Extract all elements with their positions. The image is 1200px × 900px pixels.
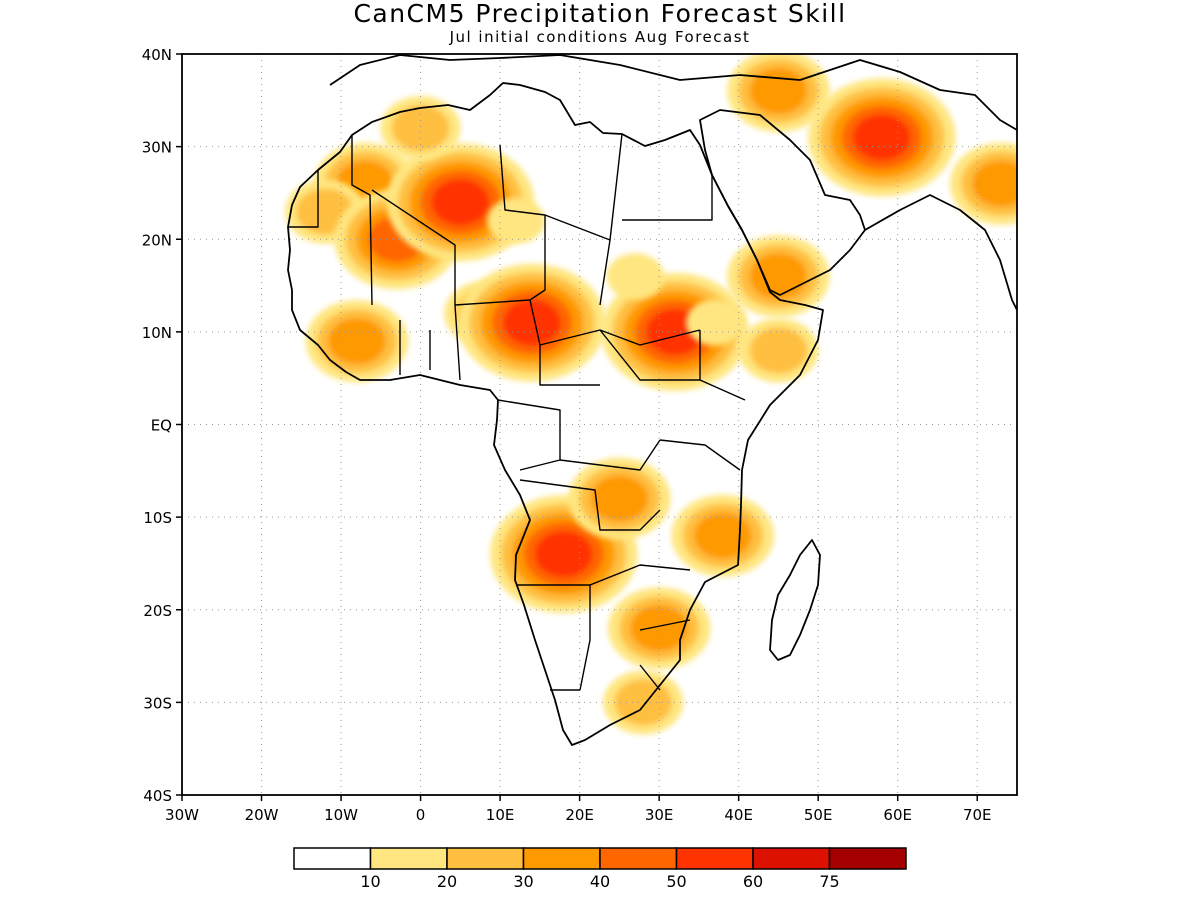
skill-region-tanzania-mozambique [671, 494, 775, 577]
colorbar-tick-label: 75 [819, 872, 839, 891]
lon-tick-label: 40E [724, 806, 753, 824]
madagascar-coastline [769, 539, 821, 661]
skill-contour-level-1 [487, 197, 545, 244]
latitude-labels: 40N 30N 20N 10N EQ 10S 20S 30S 40S [142, 46, 172, 805]
lat-tick-label: 10S [143, 509, 172, 527]
skill-region-zimbabwe [607, 587, 711, 670]
skill-contour-level-3 [328, 318, 386, 365]
colorbar-tick-label: 60 [743, 872, 763, 891]
lon-tick-label: 10W [324, 806, 358, 824]
colorbar-tick-label: 10 [360, 872, 380, 891]
colorbar-swatch [828, 847, 907, 870]
skill-shading-layer [285, 54, 1017, 735]
skill-contour-level-5 [853, 114, 911, 161]
country-borders [288, 133, 746, 691]
colorbar: 10 20 30 40 50 60 75 [293, 847, 907, 891]
skill-region-zambia [568, 457, 671, 540]
asia-coastline [864, 194, 1017, 311]
europe-coastline [329, 54, 1017, 131]
lon-tick-label: 60E [883, 806, 912, 824]
skill-region-mediterranean-east [727, 54, 830, 133]
skill-contour-level-3 [749, 68, 808, 115]
coastlines [287, 54, 1017, 746]
colorbar-tick-label: 20 [437, 872, 457, 891]
africa-coastline [287, 82, 824, 746]
skill-contour-level-3 [630, 605, 688, 652]
lon-tick-label: 70E [963, 806, 992, 824]
colorbar-swatch [293, 847, 372, 870]
skill-contour-level-5 [431, 179, 490, 226]
skill-contour-level-1 [606, 253, 665, 300]
skill-region-chad-lake [458, 263, 606, 382]
skill-region-west-africa-coast [305, 300, 409, 383]
lat-tick-label: 40S [143, 787, 172, 805]
skill-contour-level-3 [590, 475, 649, 522]
longitude-labels: 30W 20W 10W 0 10E 20E 30E 40E 50E 60E 70E [165, 806, 991, 824]
lat-tick-label: 40N [142, 46, 172, 64]
skill-region-ethiopia [686, 299, 744, 346]
skill-contour-level-2 [391, 105, 450, 152]
lon-tick-label: 20W [245, 806, 279, 824]
lat-tick-label: EQ [151, 417, 172, 435]
lat-tick-label: 20S [143, 602, 172, 620]
chart-title: CanCM5 Precipitation Forecast Skill [353, 0, 847, 28]
grid-lines [176, 53, 1017, 801]
chart-subtitle: Jul initial conditions Aug Forecast [449, 28, 751, 46]
colorbar-tick-label: 30 [513, 872, 533, 891]
skill-contour-level-5 [534, 531, 593, 578]
skill-region-sudan-north [606, 253, 665, 300]
lon-tick-label: 10E [486, 806, 515, 824]
lon-tick-label: 50E [804, 806, 833, 824]
colorbar-swatch [369, 847, 448, 870]
skill-region-india-west [949, 142, 1017, 225]
lon-tick-label: 30W [165, 806, 199, 824]
plot-frame [181, 53, 1018, 796]
lat-tick-label: 30N [142, 139, 172, 157]
lat-tick-label: 20N [142, 231, 172, 249]
lon-tick-label: 20E [565, 806, 594, 824]
skill-region-yemen [727, 235, 830, 318]
colorbar-swatch [599, 847, 678, 870]
colorbar-swatch [675, 847, 754, 870]
colorbar-swatch [522, 847, 601, 870]
skill-contour-level-5 [503, 299, 561, 346]
skill-region-libya [487, 197, 545, 244]
lon-tick-label: 30E [645, 806, 674, 824]
skill-contour-level-2 [614, 679, 672, 726]
skill-contour-level-3 [749, 253, 808, 300]
lat-tick-label: 30S [143, 694, 172, 712]
skill-contour-level-2 [749, 327, 808, 374]
colorbar-swatch [752, 847, 831, 870]
skill-contour-level-3 [972, 160, 1017, 207]
colorbar-swatch [446, 847, 525, 870]
arabia-coastline [699, 109, 866, 296]
lon-tick-label: 0 [416, 806, 426, 824]
colorbar-tick-label: 50 [666, 872, 686, 891]
skill-region-somalia [738, 318, 819, 383]
skill-region-south-africa [603, 670, 684, 735]
colorbar-tick-label: 40 [590, 872, 610, 891]
lat-tick-label: 10N [142, 324, 172, 342]
skill-contour-level-3 [694, 512, 752, 559]
skill-region-iran [808, 78, 956, 197]
skill-contour-level-1 [686, 299, 744, 346]
